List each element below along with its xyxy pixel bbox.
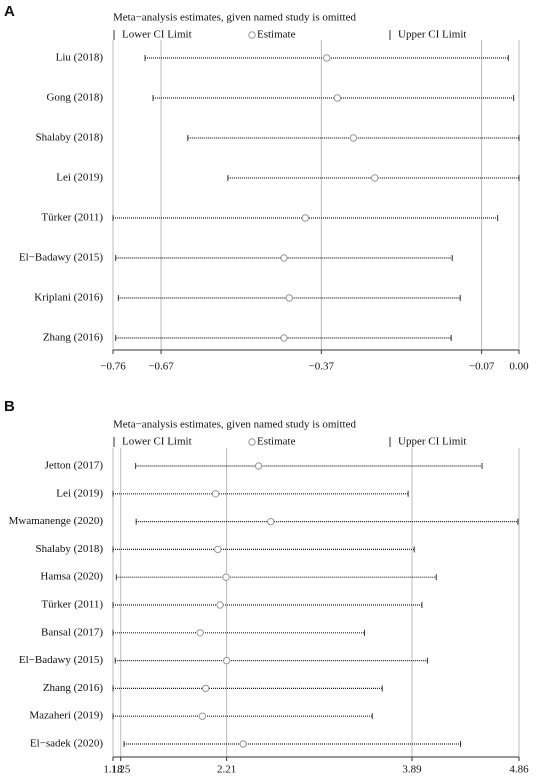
chart-title: Meta−analysis estimates, given named stu…	[113, 419, 356, 431]
estimate	[222, 573, 230, 581]
category-label: El−Badawy (2015)	[19, 654, 103, 666]
category-label: Gong (2018)	[46, 92, 103, 104]
category-label: Shalaby (2018)	[35, 132, 103, 144]
category-label: Türker (2011)	[41, 212, 103, 224]
category-label: El−sadek (2020)	[30, 738, 103, 750]
estimate	[371, 174, 379, 182]
legend-marker	[248, 438, 256, 446]
estimate	[214, 545, 222, 554]
estimate	[239, 740, 247, 748]
estimate	[301, 214, 310, 222]
category-label: Bansal (2017)	[41, 626, 103, 638]
estimate	[285, 294, 293, 302]
legend-label: Lower CI Limit	[122, 29, 192, 41]
estimate	[254, 462, 263, 470]
estimate	[333, 94, 342, 102]
x-tick-label: 1.18	[103, 764, 123, 776]
legend-label: Upper CI Limit	[398, 436, 466, 448]
estimate	[280, 254, 288, 262]
legend-marker	[248, 31, 256, 39]
legend-label: Upper CI Limit	[398, 29, 466, 41]
estimate	[211, 490, 220, 498]
category-label: Lei (2019)	[56, 487, 103, 499]
legend-label: Estimate	[257, 436, 296, 448]
estimate	[322, 54, 331, 62]
category-label: Shalaby (2018)	[35, 543, 103, 555]
estimate	[198, 712, 207, 720]
category-label: Türker (2011)	[41, 599, 103, 611]
x-tick-label: −0.67	[148, 361, 174, 373]
legend-label: Estimate	[257, 29, 296, 41]
estimate	[216, 601, 224, 609]
estimate	[196, 629, 204, 637]
legend-label: Lower CI Limit	[122, 436, 192, 448]
category-label: Mazaheri (2019)	[29, 710, 103, 722]
estimate	[267, 517, 275, 526]
category-label: Hamsa (2020)	[40, 571, 103, 583]
chart-title: Meta−analysis estimates, given named stu…	[113, 12, 356, 24]
x-tick-label: −0.07	[469, 361, 495, 373]
estimate	[222, 656, 231, 665]
x-tick-label: 1.25	[111, 764, 131, 776]
x-tick-label: −0.76	[100, 361, 126, 373]
estimate	[201, 684, 210, 693]
category-label: Mwamanenge (2020)	[9, 515, 104, 527]
panel-label: B	[4, 398, 15, 415]
panel-label: A	[4, 3, 15, 20]
category-label: Jetton (2017)	[45, 460, 104, 472]
x-tick-label: 2.21	[217, 764, 236, 776]
category-label: Lei (2019)	[56, 172, 103, 184]
x-tick-label: 4.86	[509, 764, 529, 776]
estimate	[349, 134, 358, 142]
category-label: El−Badawy (2015)	[19, 252, 103, 264]
estimate	[280, 334, 288, 342]
x-tick-label: −0.37	[309, 361, 335, 373]
category-label: Zhang (2016)	[43, 332, 104, 344]
category-label: Liu (2018)	[56, 52, 104, 64]
x-tick-label: 3.89	[402, 764, 422, 776]
category-label: Zhang (2016)	[43, 682, 104, 694]
x-tick-label: 0.00	[509, 361, 529, 373]
category-label: Kriplani (2016)	[34, 292, 103, 304]
